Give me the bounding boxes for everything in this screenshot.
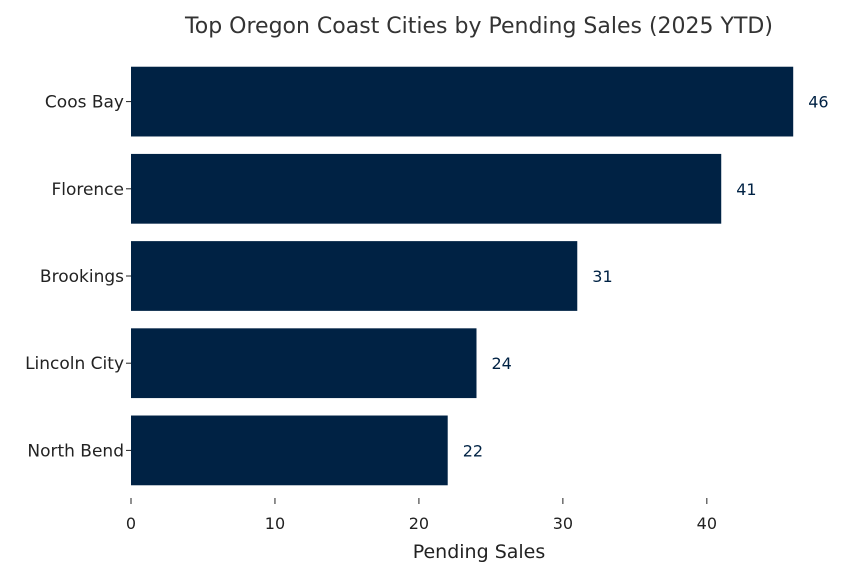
data-label: 31 <box>592 267 612 286</box>
data-label: 24 <box>492 354 512 373</box>
data-label: 41 <box>736 180 756 199</box>
category-label: North Bend <box>27 441 124 461</box>
chart-title: Top Oregon Coast Cities by Pending Sales… <box>184 14 773 39</box>
bar <box>131 415 448 486</box>
x-tick-label: 20 <box>409 514 429 533</box>
x-tick-label: 10 <box>265 514 285 533</box>
x-tick-label: 0 <box>126 514 136 533</box>
category-labels: Coos Bay Florence Brookings Lincoln City Nor… <box>25 93 131 461</box>
bar <box>131 328 477 399</box>
data-label: 22 <box>463 441 483 460</box>
category-label: Coos Bay <box>45 93 124 113</box>
bar <box>131 66 794 137</box>
bar <box>131 241 578 311</box>
category-label: Florence <box>51 180 124 200</box>
x-tick-label: 30 <box>553 514 573 533</box>
data-labels: 46 41 31 24 22 <box>463 93 829 461</box>
x-tick-label: 40 <box>697 514 717 533</box>
category-label: Brookings <box>40 267 124 287</box>
category-label: Lincoln City <box>25 354 124 374</box>
data-label: 46 <box>808 93 828 112</box>
bar <box>131 153 722 224</box>
bars-group <box>131 66 794 486</box>
x-axis-label: Pending Sales <box>413 541 546 563</box>
x-axis: 0 10 20 30 40 <box>126 498 717 533</box>
